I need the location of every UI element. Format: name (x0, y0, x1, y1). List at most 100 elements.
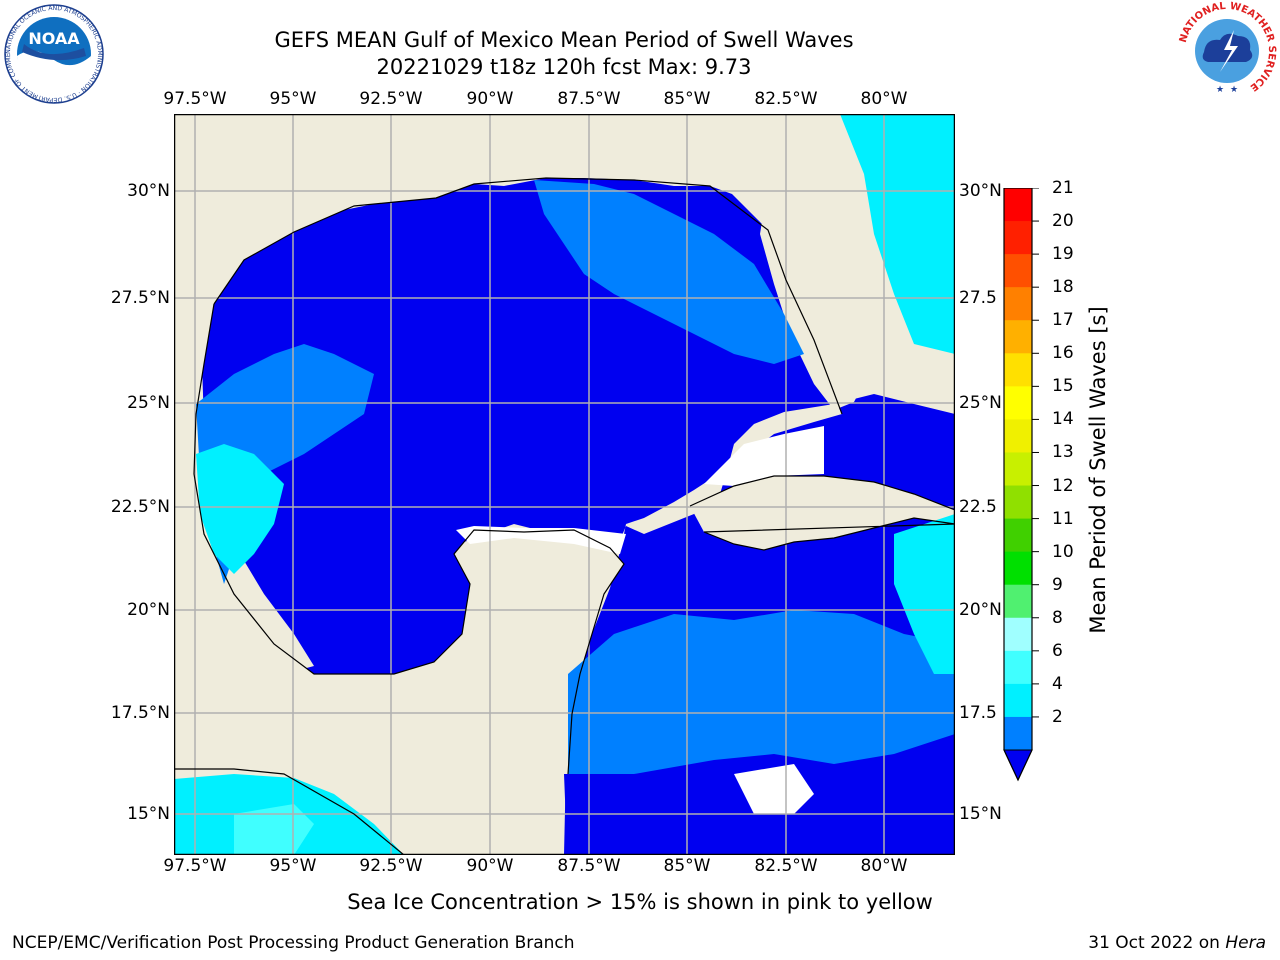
band-4-6s-caribbean (568, 610, 955, 774)
lon-tick: 87.5°W (557, 89, 621, 109)
colorbar-tick-label: 14 (1052, 409, 1074, 430)
colorbar-bin (1004, 320, 1032, 354)
colorbar-tick-label: 20 (1052, 211, 1074, 232)
lon-tick: 97.5°W (163, 856, 227, 876)
colorbar-tick-label: 19 (1052, 244, 1074, 265)
no-data-patch (704, 426, 824, 486)
colorbar-extend-triangle (1003, 749, 1033, 782)
svg-text:★: ★ (1216, 85, 1224, 95)
lat-tick: 15°N (127, 804, 170, 824)
colorbar-tick-label: 12 (1052, 475, 1074, 496)
colorbar-tick-label: 15 (1052, 376, 1074, 397)
colorbar-bin (1004, 386, 1032, 420)
colorbar-bin (1004, 518, 1032, 553)
coastline-north (213, 177, 843, 415)
colorbar-bin (1004, 617, 1032, 652)
credit-branch: NCEP/EMC/Verification Post Processing Pr… (12, 933, 575, 953)
lat-tick: 20°N (127, 600, 170, 620)
no-data-patch-honduras (734, 764, 814, 814)
colorbar-tick-label: 21 (1052, 178, 1074, 198)
colorbar-bin (1004, 221, 1032, 255)
colorbar-bin (1004, 353, 1032, 387)
credit-date-text: 31 Oct 2022 on (1088, 933, 1226, 953)
chart-subtitle: 20221029 t18z 120h fcst Max: 9.73 (376, 55, 752, 79)
band-4-6s-north (534, 180, 804, 364)
lat-tick: 30°N (127, 181, 170, 201)
colorbar-bin (1004, 188, 1032, 222)
band-6-8s-west (196, 444, 284, 574)
sea-ice-note: Sea Ice Concentration > 15% is shown in … (347, 890, 933, 914)
colorbar-swatches (1003, 187, 1039, 782)
lon-tick: 80°W (860, 856, 908, 876)
band-6-8s-atlantic (840, 114, 955, 354)
colorbar-title: Mean Period of Swell Waves [s] (1086, 306, 1110, 634)
colorbar-tick-label: 9 (1052, 574, 1063, 595)
lat-tick: 17.5°N (110, 703, 170, 723)
colorbar-bin (1004, 650, 1032, 685)
credit-host: Hera (1225, 933, 1266, 953)
lon-tick: 95°W (269, 856, 317, 876)
band-8-9s-pacific (234, 804, 314, 855)
lon-tick: 97.5°W (163, 89, 227, 109)
lon-tick: 92.5°W (359, 89, 423, 109)
colorbar-tick-label: 17 (1052, 310, 1074, 331)
no-data-patch-yucatan (456, 526, 626, 554)
coastline-cuba (689, 475, 956, 551)
lat-tick: 15°N (959, 804, 1002, 824)
lon-tick: 82.5°W (754, 856, 818, 876)
colorbar-tick-label: 2 (1052, 706, 1063, 727)
colorbar-tick-label: 16 (1052, 343, 1074, 364)
colorbar (1003, 187, 1043, 783)
lon-tick: 90°W (466, 89, 514, 109)
colorbar-bin (1004, 254, 1032, 288)
colorbar-tick-label: 13 (1052, 442, 1074, 463)
colorbar-bin (1004, 419, 1032, 453)
lat-tick: 20°N (959, 600, 1002, 620)
nws-logo: NATIONAL WEATHER SERVICE ★ ★ (1176, 0, 1278, 102)
lat-tick: 22.5 (959, 497, 997, 517)
svg-text:★: ★ (1230, 85, 1238, 95)
colorbar-bin (1004, 716, 1032, 751)
map-frame (173, 113, 956, 856)
band-6-8s-east-caribbean (894, 514, 955, 674)
colorbar-bin (1004, 683, 1032, 718)
colorbar-tick-label: 18 (1052, 277, 1074, 298)
graticule (174, 114, 955, 855)
lon-tick: 95°W (269, 89, 317, 109)
coastline-west (193, 303, 625, 775)
lat-tick: 17.5 (959, 703, 997, 723)
colorbar-tick-label: 4 (1052, 673, 1063, 694)
colorbar-tick-label: 10 (1052, 541, 1074, 562)
lat-tick: 27.5 (959, 288, 997, 308)
colorbar-frame (1003, 187, 1033, 782)
colorbar-bin (1004, 452, 1032, 487)
colorbar-bin (1004, 584, 1032, 619)
chart-title: GEFS MEAN Gulf of Mexico Mean Period of … (274, 28, 854, 52)
map-panel (173, 113, 956, 874)
lon-tick: 82.5°W (754, 89, 818, 109)
map-canvas (173, 113, 956, 874)
lon-tick: 85°W (663, 856, 711, 876)
colorbar-bin (1004, 551, 1032, 586)
florida-peninsula (760, 114, 955, 410)
lat-tick: 27.5°N (110, 288, 170, 308)
lat-tick: 25°N (959, 393, 1002, 413)
lat-tick: 25°N (127, 393, 170, 413)
colorbar-bin (1004, 287, 1032, 321)
lat-tick: 30°N (959, 181, 1002, 201)
lon-tick: 90°W (466, 856, 514, 876)
lat-tick: 22.5°N (110, 497, 170, 517)
cuba-island (690, 476, 955, 550)
lon-tick: 80°W (860, 89, 908, 109)
colorbar-tick-label: 6 (1052, 640, 1063, 661)
coastline-pacific (174, 768, 405, 856)
lon-tick: 87.5°W (557, 856, 621, 876)
noaa-logo: NATIONAL OCEANIC AND ATMOSPHERIC ADMINIS… (2, 0, 104, 104)
lon-tick: 92.5°W (359, 856, 423, 876)
lon-tick: 85°W (663, 89, 711, 109)
colorbar-tick-label: 11 (1052, 508, 1074, 529)
colorbar-bin (1004, 485, 1032, 520)
colorbar-tick-label: 8 (1052, 607, 1063, 628)
credit-date: 31 Oct 2022 on Hera (1088, 933, 1266, 953)
noaa-logo-text: NOAA (28, 29, 80, 48)
